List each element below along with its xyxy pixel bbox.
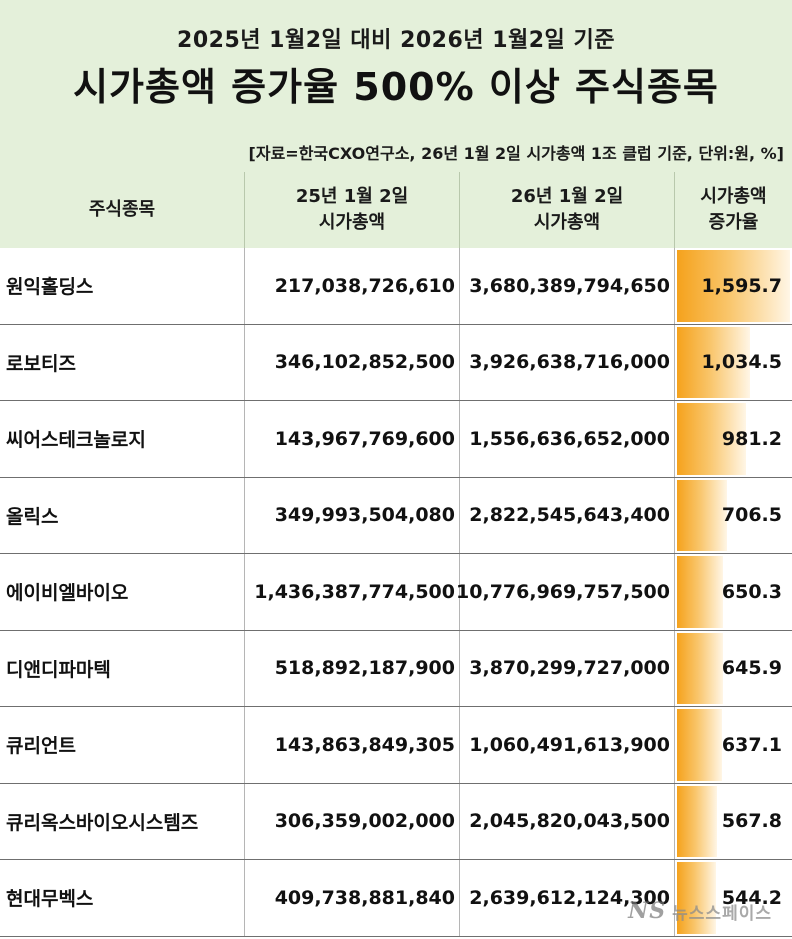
column-header-cap25-line1: 25년 1월 2일: [295, 186, 409, 207]
column-header-stock: 주식종목: [0, 172, 245, 248]
stock-name-cell: 디앤디파마텍: [0, 630, 245, 706]
watermark-logo: NS: [628, 898, 667, 924]
rate-cell: 645.9: [675, 631, 792, 707]
rate-value: 650.3: [721, 580, 782, 603]
cap26-cell: 3,870,299,727,000: [460, 630, 675, 706]
table-body: 원익홀딩스 217,038,726,610 3,680,389,794,650 1,5…: [0, 248, 792, 937]
rate-cell: 1,034.5: [675, 325, 792, 401]
column-header-rate-line1: 시가총액: [700, 186, 767, 207]
rate-value: 1,595.7: [701, 274, 782, 297]
watermark-text: 뉴스스페이스: [672, 903, 772, 924]
stock-name-cell: 올릭스: [0, 477, 245, 553]
rate-value: 706.5: [721, 504, 782, 527]
cap26-cell: 3,680,389,794,650: [460, 248, 675, 324]
table-row: 씨어스테크놀로지 143,967,769,600 1,556,636,652,000…: [0, 401, 792, 478]
cap25-cell: 518,892,187,900: [245, 630, 460, 706]
rate-value: 981.2: [721, 427, 782, 450]
table-row: 올릭스 349,993,504,080 2,822,545,643,400 706.5: [0, 477, 792, 554]
rate-cell: 706.5: [675, 478, 792, 554]
table-row: 현대무벡스 409,738,881,840 2,639,612,124,300 544…: [0, 860, 792, 937]
stock-name-cell: 큐리옥스바이오시스템즈: [0, 783, 245, 859]
column-header-cap26: 26년 1월 2일 시가총액: [460, 172, 675, 248]
table-row: 디앤디파마텍 518,892,187,900 3,870,299,727,000 64…: [0, 630, 792, 707]
column-header-cap25-line2: 시가총액: [318, 212, 386, 233]
cap25-cell: 143,863,849,305: [245, 707, 460, 783]
column-header-cap26-line1: 26년 1월 2일: [510, 186, 624, 207]
table-subtitle: 2025년 1월2일 대비 2026년 1월2일 기준: [177, 28, 615, 53]
cap25-cell: 1,436,387,774,500: [245, 554, 460, 630]
source-note: [자료=한국CXO연구소, 26년 1월 2일 시가총액 1조 클럽 기준, 단…: [248, 144, 784, 163]
table-row: 원익홀딩스 217,038,726,610 3,680,389,794,650 1,5…: [0, 248, 792, 325]
stock-name-cell: 로보티즈: [0, 324, 245, 400]
cap26-cell: 3,926,638,716,000: [460, 324, 675, 400]
cap25-cell: 217,038,726,610: [245, 248, 460, 324]
rate-cell: 981.2: [675, 401, 792, 477]
table-row: 큐리옥스바이오시스템즈 306,359,002,000 2,045,820,043,…: [0, 783, 792, 860]
cap26-cell: 1,060,491,613,900: [460, 707, 675, 783]
cap26-cell: 10,776,969,757,500: [456, 554, 675, 630]
rate-databar: [677, 250, 790, 322]
rate-cell: 544.2: [675, 860, 792, 936]
table-title-banner: 2025년 1월2일 대비 2026년 1월2일 기준 시가총액 증가율 500…: [0, 0, 792, 173]
stock-name-cell: 원익홀딩스: [0, 248, 245, 324]
stock-name-cell: 에이비엘바이오: [0, 554, 245, 630]
cap25-cell: 346,102,852,500: [245, 324, 460, 400]
cap26-cell: 2,639,612,124,300: [460, 860, 675, 936]
rate-value: 544.2: [721, 886, 782, 909]
rate-value: 1,034.5: [701, 351, 782, 374]
table-row: 로보티즈 346,102,852,500 3,926,638,716,000 1,03…: [0, 324, 792, 401]
column-header-cap26-line2: 시가총액: [533, 212, 601, 233]
table-row: 큐리언트 143,863,849,305 1,060,491,613,900 637.…: [0, 707, 792, 784]
rate-databar: [677, 785, 717, 857]
column-header-stock-label: 주식종목: [88, 199, 156, 220]
rate-cell: 637.1: [675, 707, 792, 783]
rate-databar: [677, 403, 746, 475]
rate-cell: 650.3: [675, 554, 792, 630]
rate-cell: 1,595.7: [675, 248, 792, 324]
column-header-rate: 시가총액 증가율: [675, 172, 792, 248]
rate-databar: [677, 479, 727, 551]
cap26-cell: 2,045,820,043,500: [460, 783, 675, 859]
column-header-row: 주식종목 25년 1월 2일 시가총액 26년 1월 2일 시가총액 시가총액 …: [0, 172, 792, 249]
rate-cell: 567.8: [675, 784, 792, 860]
rate-value: 637.1: [721, 733, 782, 756]
rate-value: 645.9: [721, 657, 782, 680]
cap25-cell: 143,967,769,600: [245, 401, 460, 477]
table-title: 시가총액 증가율 500% 이상 주식종목: [73, 65, 719, 109]
cap25-cell: 409,738,881,840: [245, 860, 460, 936]
rate-databar: [677, 556, 723, 628]
column-header-rate-line2: 증가율: [708, 212, 759, 233]
rate-value: 567.8: [721, 810, 782, 833]
stock-name-cell: 현대무벡스: [0, 860, 245, 936]
cap25-cell: 349,993,504,080: [245, 477, 460, 553]
cap25-cell: 306,359,002,000: [245, 783, 460, 859]
rate-databar: [677, 709, 722, 781]
cap26-cell: 1,556,636,652,000: [460, 401, 675, 477]
stock-name-cell: 큐리언트: [0, 707, 245, 783]
column-header-cap25: 25년 1월 2일 시가총액: [245, 172, 460, 248]
rate-databar: [677, 862, 716, 934]
rate-databar: [677, 632, 723, 704]
cap26-cell: 2,822,545,643,400: [460, 477, 675, 553]
rate-databar: [677, 326, 750, 398]
table-row: 에이비엘바이오 1,436,387,774,500 10,776,969,757,5…: [0, 554, 792, 631]
watermark: NS 뉴스스페이스: [628, 898, 772, 924]
stock-name-cell: 씨어스테크놀로지: [0, 401, 245, 477]
